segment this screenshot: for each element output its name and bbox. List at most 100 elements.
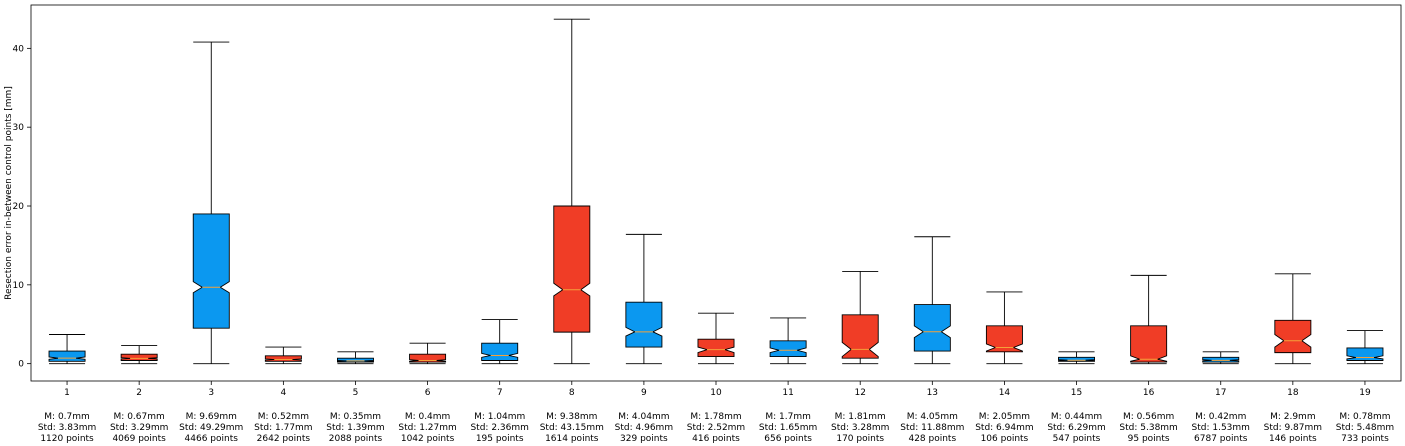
stat-points: 170 points [836, 434, 884, 444]
stat-mean: M: 2.9mm [1270, 412, 1316, 422]
x-tick-label: 9 [641, 388, 647, 398]
stat-points: 106 points [981, 434, 1029, 444]
x-tick-label: 2 [136, 388, 142, 398]
box-body [553, 205, 591, 333]
box-body [697, 338, 735, 358]
stat-points: 416 points [692, 434, 740, 444]
x-tick-label: 13 [927, 388, 938, 398]
stat-points: 95 points [1128, 434, 1170, 444]
stat-points: 329 points [620, 434, 668, 444]
stat-std: Std: 5.38mm [1119, 423, 1177, 433]
stat-mean: M: 9.69mm [186, 412, 237, 422]
stat-std: Std: 1.65mm [759, 423, 817, 433]
box-body [1346, 347, 1384, 361]
x-tick-label: 11 [782, 388, 793, 398]
box-body [264, 355, 302, 362]
stat-std: Std: 2.36mm [470, 423, 528, 433]
y-axis: 0 10 20 30 40 [13, 44, 31, 370]
box-body [1058, 356, 1095, 362]
box-body [769, 340, 807, 358]
stat-mean: M: 4.04mm [618, 412, 669, 422]
stat-std: Std: 5.48mm [1336, 423, 1394, 433]
box-1 [48, 334, 86, 365]
box-body [841, 314, 879, 359]
stat-std: Std: 1.27mm [398, 423, 456, 433]
stat-std: Std: 3.28mm [831, 423, 889, 433]
stat-points: 1042 points [401, 434, 455, 444]
x-tick-label: 19 [1359, 388, 1371, 398]
box-16 [1130, 274, 1168, 365]
stat-points: 4069 points [112, 434, 166, 444]
stat-points: 733 points [1341, 434, 1389, 444]
x-tick-label: 14 [999, 388, 1011, 398]
box-11 [769, 317, 807, 365]
box-9 [625, 233, 663, 365]
box-8 [553, 18, 591, 365]
stat-std: Std: 49.29mm [179, 423, 243, 433]
y-tick-label: 30 [13, 123, 25, 133]
box-7 [481, 319, 519, 365]
x-axis: 1 2 3 4 5 6 7 8 9 10 11 12 13 14 15 16 17 18 19 [64, 381, 1371, 398]
stat-std: Std: 43.15mm [540, 423, 604, 433]
x-tick-label: 1 [64, 388, 70, 398]
stat-mean: M: 0.44mm [1051, 412, 1102, 422]
boxes [48, 18, 1384, 365]
x-tick-label: 6 [425, 388, 431, 398]
x-tick-label: 10 [710, 388, 722, 398]
box-17 [1202, 351, 1240, 365]
stat-mean: M: 0.4mm [405, 412, 451, 422]
box-body [336, 357, 374, 363]
box-body [120, 353, 158, 361]
stat-std: Std: 9.87mm [1264, 423, 1322, 433]
stat-points: 195 points [476, 434, 524, 444]
box-body [1130, 325, 1168, 363]
x-tick-label: 12 [854, 388, 865, 398]
box-body [1202, 356, 1240, 363]
box-2 [120, 345, 158, 365]
x-tick-label: 7 [497, 388, 503, 398]
x-tick-label: 18 [1287, 388, 1299, 398]
stat-points: 2642 points [257, 434, 311, 444]
stat-std: Std: 2.52mm [687, 423, 745, 433]
stat-std: Std: 1.53mm [1192, 423, 1250, 433]
box-body [481, 342, 519, 361]
stat-mean: M: 0.67mm [114, 412, 165, 422]
box-15 [1058, 351, 1095, 365]
stat-mean: M: 0.52mm [258, 412, 309, 422]
stat-mean: M: 0.7mm [44, 412, 90, 422]
stat-mean: M: 0.56mm [1123, 412, 1174, 422]
box-10 [697, 312, 735, 365]
box-body [985, 325, 1023, 353]
stat-mean: M: 2.05mm [979, 412, 1030, 422]
stat-points: 547 points [1053, 434, 1101, 444]
stat-mean: M: 1.78mm [690, 412, 741, 422]
stat-mean: M: 1.04mm [474, 412, 525, 422]
box-14 [985, 291, 1023, 365]
box-13 [913, 236, 951, 365]
box-body [913, 304, 951, 352]
box-6 [409, 342, 447, 365]
x-tick-label: 8 [569, 388, 575, 398]
box-body [1274, 319, 1312, 354]
box-4 [264, 346, 302, 365]
stat-points: 1120 points [40, 434, 94, 444]
stat-points: 4466 points [185, 434, 239, 444]
stat-mean: M: 0.78mm [1339, 412, 1390, 422]
x-tick-label: 15 [1071, 388, 1082, 398]
stat-points: 2088 points [329, 434, 383, 444]
stat-std: Std: 1.77mm [254, 423, 312, 433]
stat-mean: M: 0.35mm [330, 412, 381, 422]
y-tick-label: 20 [13, 202, 25, 212]
stat-points: 1614 points [545, 434, 599, 444]
stat-std: Std: 3.83mm [38, 423, 96, 433]
stat-points: 146 points [1269, 434, 1317, 444]
box-18 [1274, 273, 1312, 365]
x-tick-label: 3 [208, 388, 214, 398]
y-tick-label: 10 [13, 281, 25, 291]
stat-std: Std: 6.29mm [1047, 423, 1105, 433]
box-body [192, 213, 230, 329]
stat-mean: M: 1.81mm [835, 412, 886, 422]
box-3 [192, 41, 230, 365]
